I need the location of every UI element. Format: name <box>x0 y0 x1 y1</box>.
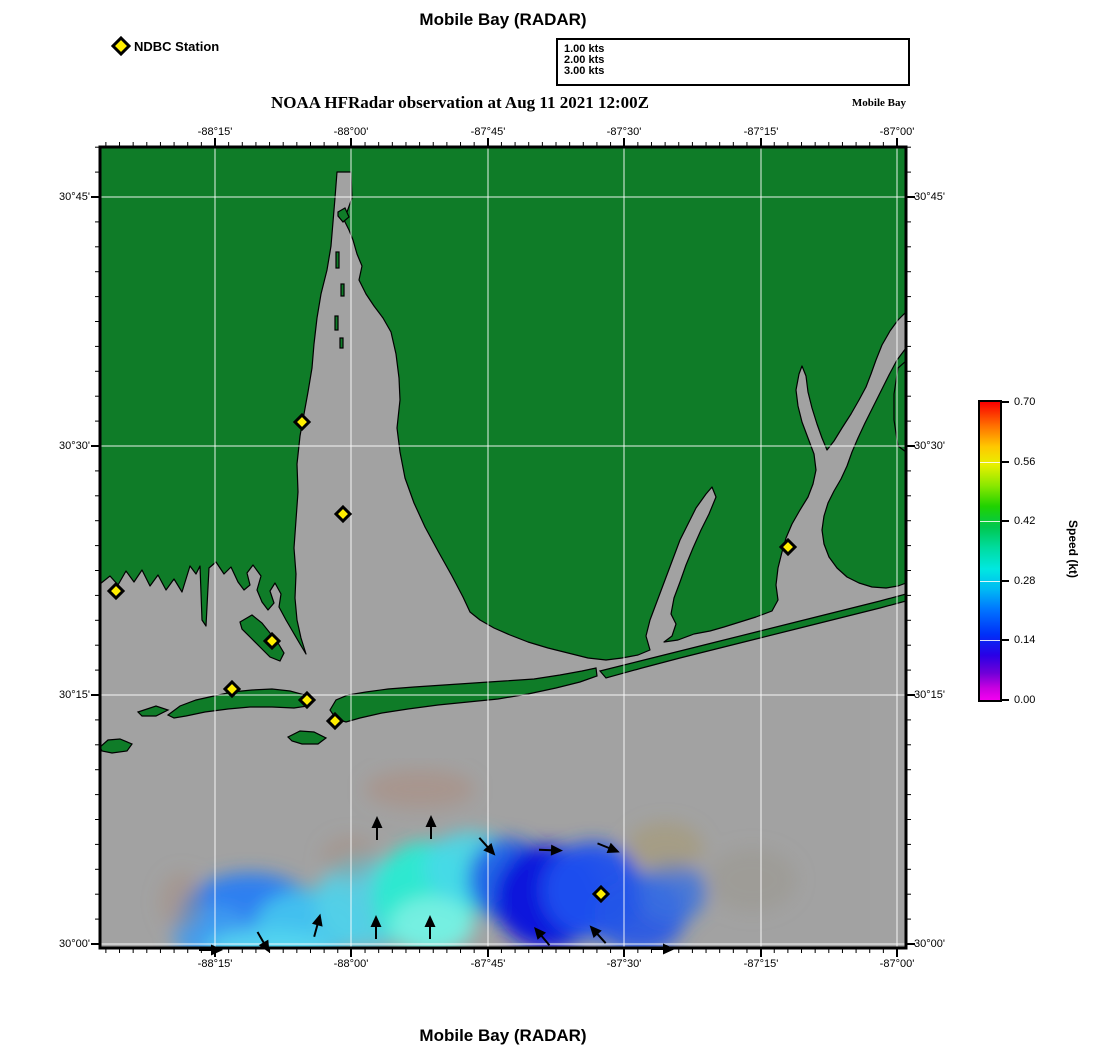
speed-blob <box>627 822 703 874</box>
lat-label-right: 30°00' <box>914 938 945 950</box>
current-arrow <box>478 837 496 856</box>
ndbc-stations <box>106 412 798 904</box>
colorbar-tick-label: 0.28 <box>1014 575 1036 587</box>
page-title-bottom: Mobile Bay (RADAR) <box>419 1026 587 1045</box>
lat-label-right: 30°15' <box>914 689 945 701</box>
current-arrow <box>311 913 323 938</box>
lon-label-top: -87°00' <box>879 126 915 138</box>
corner-label: Mobile Bay <box>851 97 906 109</box>
perdido-key-barrier <box>598 593 906 679</box>
colorbar-gridline <box>980 462 1000 463</box>
colorbar-tick <box>1002 461 1009 463</box>
colorbar-tick <box>1002 699 1009 701</box>
current-arrow <box>424 915 436 939</box>
current-arrow <box>371 816 383 840</box>
cedar-point-strip <box>239 614 285 662</box>
delta-islet <box>337 207 350 223</box>
lon-label-top: -87°15' <box>743 126 779 138</box>
colorbar-gridline <box>980 640 1000 641</box>
lon-label-top: -87°45' <box>470 126 506 138</box>
scale-label-3: 3.00 kts <box>564 65 605 77</box>
petit-bois-islet <box>286 730 328 745</box>
speed-blob <box>707 848 797 912</box>
speed-blob <box>206 930 330 947</box>
axis-ticks <box>91 138 915 957</box>
lon-label-bottom: -88°00' <box>333 958 369 970</box>
ndbc-station-diamond <box>325 711 345 731</box>
ndbc-legend: NDBC Station <box>111 36 219 56</box>
colorbar-tick <box>1002 520 1009 522</box>
current-arrow <box>538 844 563 856</box>
delta-islet <box>334 315 339 331</box>
colorbar-tick <box>1002 401 1009 403</box>
current-arrow <box>425 815 437 839</box>
lat-label-right: 30°45' <box>914 191 945 203</box>
speed-blob <box>322 836 378 880</box>
lon-label-top: -87°30' <box>606 126 642 138</box>
colorbar-gradient <box>978 400 1002 702</box>
lon-label-top: -88°00' <box>333 126 369 138</box>
delta-islet <box>335 251 340 269</box>
water-body <box>100 171 906 948</box>
sound-islet <box>136 705 170 717</box>
lon-label-bottom: -88°15' <box>197 958 233 970</box>
current-arrow <box>370 915 382 939</box>
ndbc-station-diamond <box>222 679 242 699</box>
map-frame <box>98 145 908 950</box>
ndbc-station-diamond <box>778 537 798 557</box>
current-arrow <box>534 926 551 947</box>
ndbc-station-diamond <box>591 884 611 904</box>
velocity-scale-box: 1.00 kts 2.00 kts 3.00 kts <box>556 38 910 86</box>
colorbar-tick-label: 0.42 <box>1014 515 1036 527</box>
colorbar-gridline <box>980 521 1000 522</box>
ndbc-station-diamond <box>262 631 282 651</box>
ndbc-legend-label: NDBC Station <box>134 38 220 54</box>
speed-blob <box>160 872 204 932</box>
ndbc-station-diamond <box>333 504 353 524</box>
lon-label-bottom: -87°15' <box>743 958 779 970</box>
ndbc-station-diamond <box>297 690 317 710</box>
colorbar-tick-label: 0.56 <box>1014 456 1036 468</box>
colorbar-tick-label: 0.14 <box>1014 634 1036 646</box>
colorbar-tick-label: 0.70 <box>1014 396 1036 408</box>
speed-blob <box>365 769 475 809</box>
lon-label-bottom: -87°00' <box>879 958 915 970</box>
colorbar-tick-label: 0.00 <box>1014 694 1036 706</box>
colorbar-gridline <box>980 581 1000 582</box>
colorbar-tick <box>1002 639 1009 641</box>
ndbc-station-diamond <box>292 412 312 432</box>
page-title-top: Mobile Bay (RADAR) <box>419 10 587 29</box>
lat-label-left: 30°00' <box>59 938 90 950</box>
lat-label-left: 30°30' <box>59 440 90 452</box>
lat-label-left: 30°45' <box>59 191 90 203</box>
ndbc-diamond-icon <box>111 36 131 56</box>
delta-islet <box>339 337 344 349</box>
lon-label-top: -88°15' <box>197 126 233 138</box>
lat-label-right: 30°30' <box>914 440 945 452</box>
ndbc-station-diamond <box>106 581 126 601</box>
lat-label-left: 30°15' <box>59 689 90 701</box>
observation-subtitle: NOAA HFRadar observation at Aug 11 2021 … <box>271 93 649 112</box>
lon-label-bottom: -87°30' <box>606 958 642 970</box>
delta-islet <box>340 283 345 297</box>
west-islet <box>100 738 133 754</box>
lon-label-bottom: -87°45' <box>470 958 506 970</box>
colorbar-tick <box>1002 580 1009 582</box>
colorbar: 0.70 0.56 0.42 0.28 0.14 0.00 Speed (kt) <box>978 396 1080 706</box>
speed-blob <box>638 863 706 923</box>
current-arrow <box>589 925 607 944</box>
scale-label-2: 2.00 kts <box>564 54 605 66</box>
colorbar-title: Speed (kt) <box>1066 519 1081 579</box>
current-arrow <box>597 842 620 853</box>
scale-label-1: 1.00 kts <box>564 43 605 55</box>
